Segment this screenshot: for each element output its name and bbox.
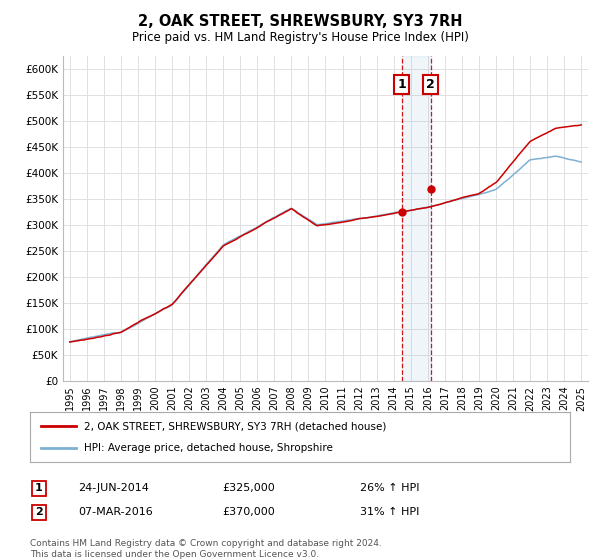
Text: 07-MAR-2016: 07-MAR-2016 — [78, 507, 153, 517]
Text: 24-JUN-2014: 24-JUN-2014 — [78, 483, 149, 493]
Text: 2: 2 — [427, 78, 435, 91]
Bar — [402, 56, 431, 381]
Text: This data is licensed under the Open Government Licence v3.0.: This data is licensed under the Open Gov… — [30, 550, 319, 559]
Text: 2, OAK STREET, SHREWSBURY, SY3 7RH (detached house): 2, OAK STREET, SHREWSBURY, SY3 7RH (deta… — [84, 422, 386, 432]
Text: 2: 2 — [35, 507, 43, 517]
Text: 2, OAK STREET, SHREWSBURY, SY3 7RH: 2, OAK STREET, SHREWSBURY, SY3 7RH — [138, 14, 462, 29]
Text: 1: 1 — [397, 78, 406, 91]
Text: £325,000: £325,000 — [222, 483, 275, 493]
Text: HPI: Average price, detached house, Shropshire: HPI: Average price, detached house, Shro… — [84, 443, 333, 453]
Text: 1: 1 — [35, 483, 43, 493]
Text: Price paid vs. HM Land Registry's House Price Index (HPI): Price paid vs. HM Land Registry's House … — [131, 31, 469, 44]
Text: £370,000: £370,000 — [222, 507, 275, 517]
Text: 31% ↑ HPI: 31% ↑ HPI — [360, 507, 419, 517]
Text: 26% ↑ HPI: 26% ↑ HPI — [360, 483, 419, 493]
Text: Contains HM Land Registry data © Crown copyright and database right 2024.: Contains HM Land Registry data © Crown c… — [30, 539, 382, 548]
